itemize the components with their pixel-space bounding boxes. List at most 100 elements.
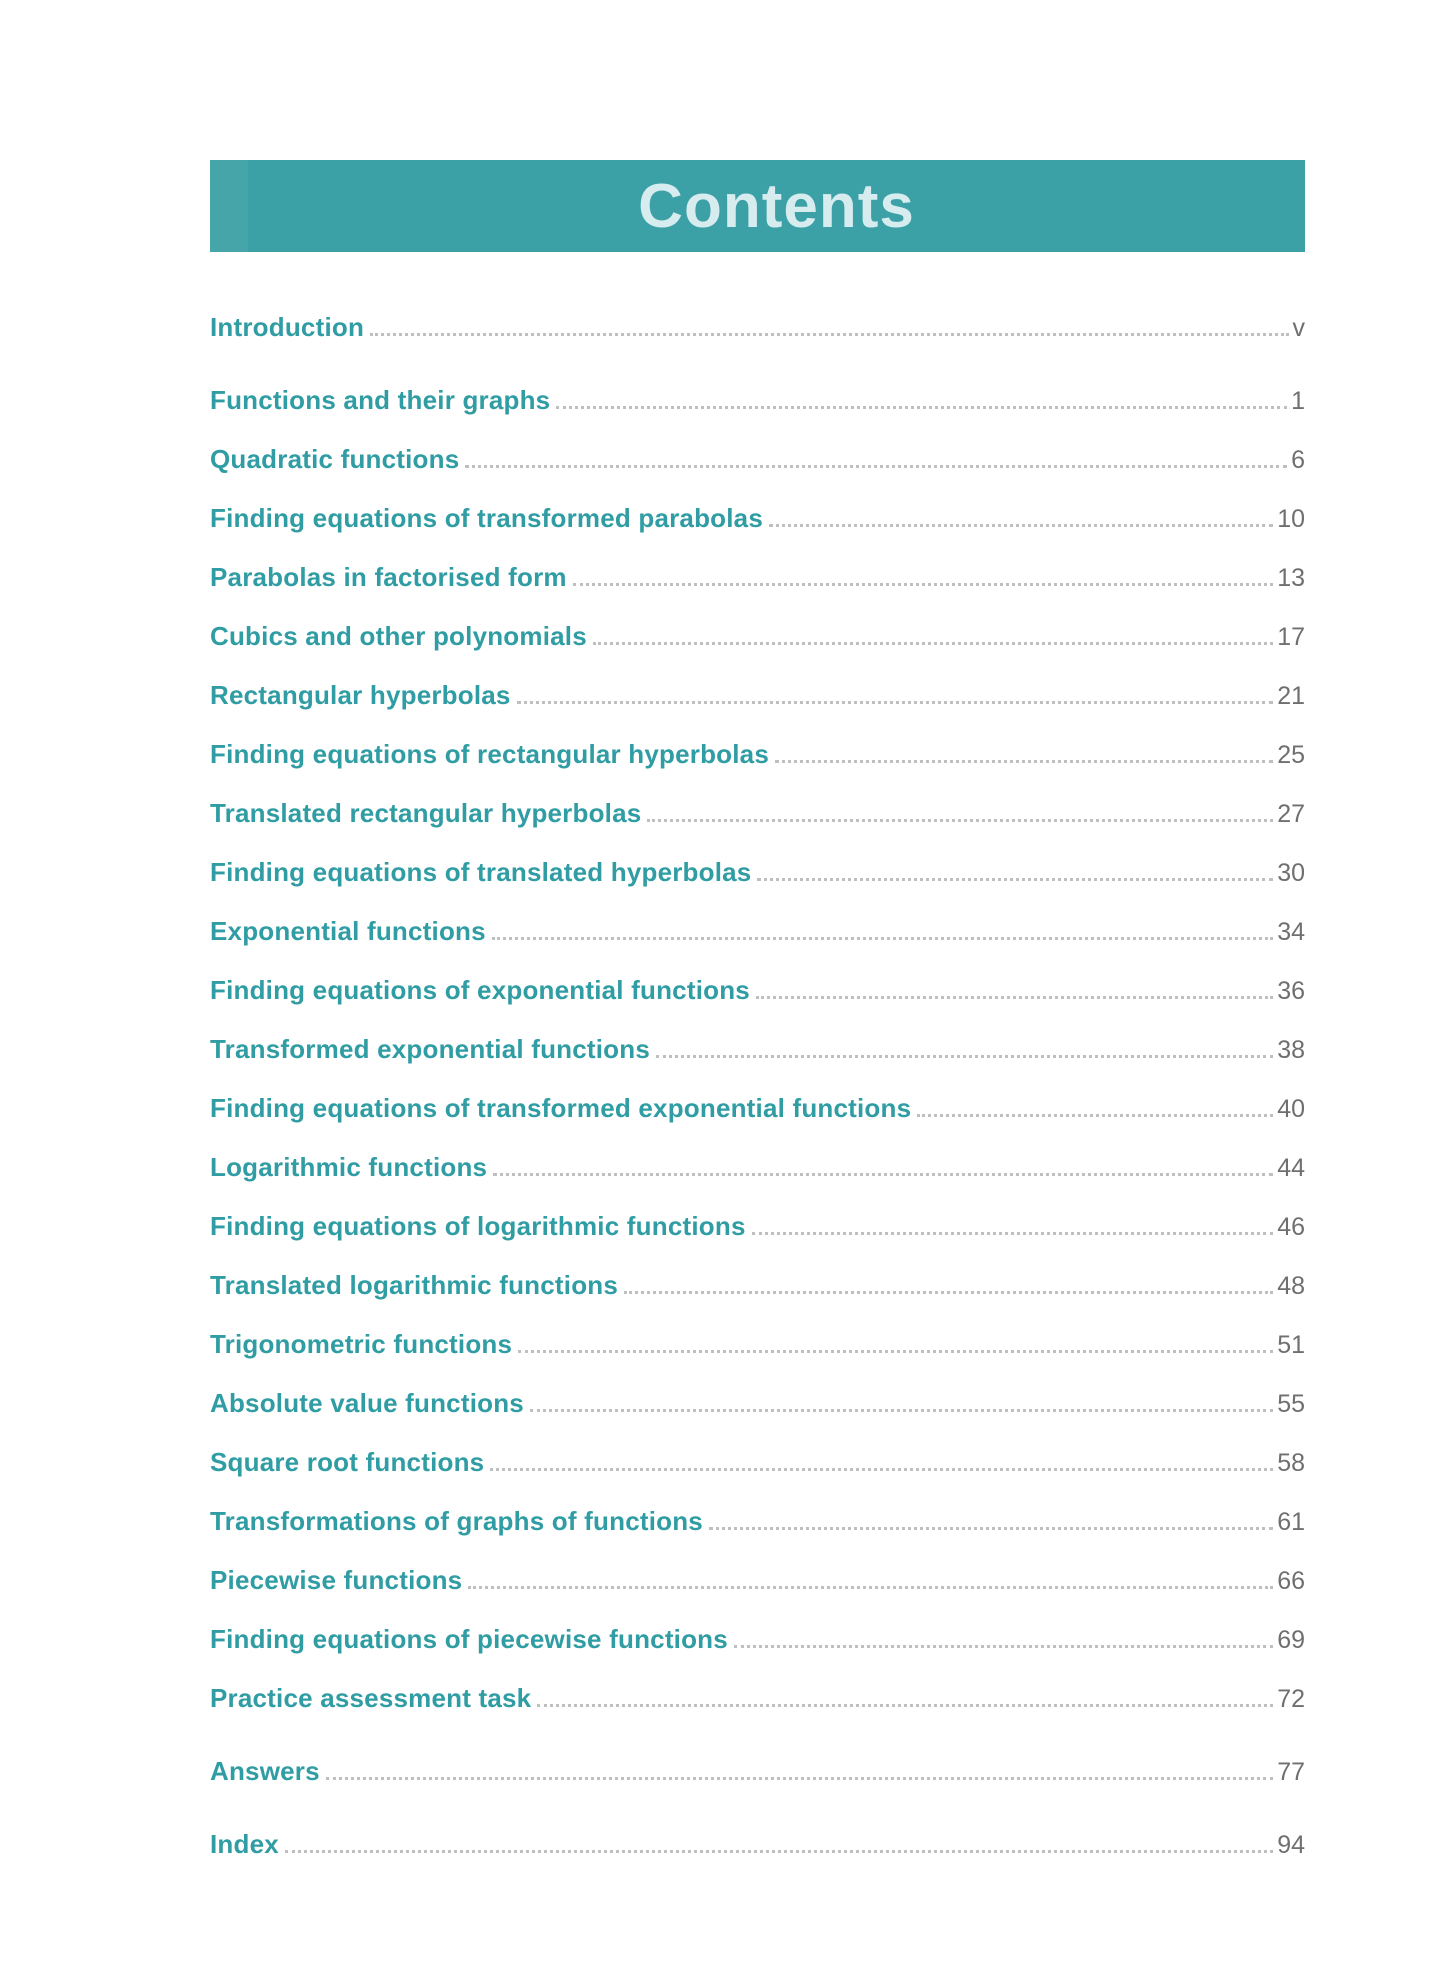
toc-section: Answers 77 xyxy=(210,1758,1305,1785)
title-accent-strip xyxy=(210,160,248,252)
toc-leader xyxy=(752,1232,1274,1235)
toc-entry-page: 30 xyxy=(1277,861,1305,886)
toc-leader xyxy=(517,701,1274,704)
toc-entry-page: 10 xyxy=(1277,507,1305,532)
toc-entry-label: Parabolas in factorised form xyxy=(210,564,567,590)
toc-entry-page: v xyxy=(1293,316,1306,341)
toc-entry-exponential-functions[interactable]: Exponential functions 34 xyxy=(210,918,1305,945)
toc-entry-equations-logarithmic[interactable]: Finding equations of logarithmic functio… xyxy=(210,1213,1305,1240)
toc-entry-equations-transformed-exponential[interactable]: Finding equations of transformed exponen… xyxy=(210,1095,1305,1122)
toc-entry-label: Index xyxy=(210,1831,279,1857)
toc-entry-translated-logarithmic[interactable]: Translated logarithmic functions 48 xyxy=(210,1272,1305,1299)
title-main-bar: Contents xyxy=(248,160,1305,252)
toc-entry-page: 46 xyxy=(1277,1215,1305,1240)
toc-entry-label: Piecewise functions xyxy=(210,1567,462,1593)
toc-entry-page: 51 xyxy=(1277,1333,1305,1358)
toc-entry-rectangular-hyperbolas[interactable]: Rectangular hyperbolas 21 xyxy=(210,682,1305,709)
toc-entry-label: Answers xyxy=(210,1758,320,1784)
toc-section: Introductionv xyxy=(210,314,1305,341)
toc-entry-label: Trigonometric functions xyxy=(210,1331,512,1357)
toc-entry-transformations-graphs[interactable]: Transformations of graphs of functions 61 xyxy=(210,1508,1305,1535)
toc-leader xyxy=(285,1850,1273,1853)
toc-entry-introduction[interactable]: Introductionv xyxy=(210,314,1305,341)
toc-leader xyxy=(757,878,1273,881)
toc-entry-label: Square root functions xyxy=(210,1449,484,1475)
toc-entry-page: 13 xyxy=(1277,566,1305,591)
toc-entry-label: Exponential functions xyxy=(210,918,486,944)
toc-entry-equations-translated-hyperbolas[interactable]: Finding equations of translated hyperbol… xyxy=(210,859,1305,886)
toc-entry-label: Rectangular hyperbolas xyxy=(210,682,511,708)
toc-entry-page: 44 xyxy=(1277,1156,1305,1181)
toc-leader xyxy=(624,1291,1273,1294)
toc-entry-page: 17 xyxy=(1277,625,1305,650)
toc-entry-practice-assessment[interactable]: Practice assessment task72 xyxy=(210,1685,1305,1712)
toc-leader xyxy=(756,996,1273,999)
toc-entry-translated-rect-hyperbolas[interactable]: Translated rectangular hyperbolas27 xyxy=(210,800,1305,827)
toc-entry-page: 66 xyxy=(1277,1569,1305,1594)
toc-entry-functions-graphs[interactable]: Functions and their graphs1 xyxy=(210,387,1305,414)
toc-entry-cubics-polynomials[interactable]: Cubics and other polynomials 17 xyxy=(210,623,1305,650)
page-container: Contents Introductionv Functions and thei… xyxy=(0,0,1445,1858)
toc-entry-page: 25 xyxy=(1277,743,1305,768)
toc-entry-label: Absolute value functions xyxy=(210,1390,524,1416)
toc-leader xyxy=(465,465,1287,468)
toc-entry-label: Logarithmic functions xyxy=(210,1154,487,1180)
toc-leader xyxy=(734,1645,1273,1648)
toc-leader xyxy=(518,1350,1273,1353)
toc-entry-page: 34 xyxy=(1277,920,1305,945)
toc-entry-logarithmic-functions[interactable]: Logarithmic functions 44 xyxy=(210,1154,1305,1181)
toc-entry-piecewise-functions[interactable]: Piecewise functions 66 xyxy=(210,1567,1305,1594)
toc-leader xyxy=(530,1409,1273,1412)
toc-entry-transformed-parabolas[interactable]: Finding equations of transformed parabol… xyxy=(210,505,1305,532)
toc-entry-parabolas-factorised[interactable]: Parabolas in factorised form 13 xyxy=(210,564,1305,591)
toc-leader xyxy=(326,1777,1273,1780)
toc-leader xyxy=(492,937,1273,940)
toc-entry-label: Cubics and other polynomials xyxy=(210,623,587,649)
toc-leader xyxy=(468,1586,1273,1589)
toc-entry-label: Finding equations of rectangular hyperbo… xyxy=(210,741,769,767)
toc-leader xyxy=(656,1055,1273,1058)
toc-entry-label: Finding equations of transformed parabol… xyxy=(210,505,763,531)
toc-entry-page: 77 xyxy=(1277,1760,1305,1785)
toc-leader xyxy=(556,406,1287,409)
toc-leader xyxy=(709,1527,1273,1530)
toc-entry-answers[interactable]: Answers 77 xyxy=(210,1758,1305,1785)
toc-entry-quadratic-functions[interactable]: Quadratic functions6 xyxy=(210,446,1305,473)
toc-entry-label: Functions and their graphs xyxy=(210,387,550,413)
page-title: Contents xyxy=(638,171,915,242)
toc-entry-equations-rect-hyperbolas[interactable]: Finding equations of rectangular hyperbo… xyxy=(210,741,1305,768)
toc-entry-page: 48 xyxy=(1277,1274,1305,1299)
toc-root: IntroductionvFunctions and their graphs1… xyxy=(210,314,1305,1858)
toc-leader xyxy=(647,819,1273,822)
toc-entry-page: 69 xyxy=(1277,1628,1305,1653)
toc-entry-equations-piecewise[interactable]: Finding equations of piecewise functions… xyxy=(210,1626,1305,1653)
toc-entry-equations-exponential[interactable]: Finding equations of exponential functio… xyxy=(210,977,1305,1004)
toc-entry-page: 94 xyxy=(1277,1833,1305,1858)
toc-entry-trigonometric-functions[interactable]: Trigonometric functions 51 xyxy=(210,1331,1305,1358)
toc-leader xyxy=(573,583,1273,586)
toc-leader xyxy=(917,1114,1273,1117)
toc-entry-label: Transformations of graphs of functions xyxy=(210,1508,703,1534)
toc-entry-label: Transformed exponential functions xyxy=(210,1036,650,1062)
toc-entry-label: Finding equations of logarithmic functio… xyxy=(210,1213,746,1239)
toc-entry-label: Finding equations of transformed exponen… xyxy=(210,1095,911,1121)
toc-entry-page: 6 xyxy=(1291,448,1305,473)
toc-entry-square-root[interactable]: Square root functions 58 xyxy=(210,1449,1305,1476)
toc-leader xyxy=(593,642,1273,645)
toc-entry-page: 58 xyxy=(1277,1451,1305,1476)
toc-entry-page: 21 xyxy=(1277,684,1305,709)
toc-entry-absolute-value[interactable]: Absolute value functions55 xyxy=(210,1390,1305,1417)
toc-entry-page: 72 xyxy=(1277,1687,1305,1712)
toc-section: Index 94 xyxy=(210,1831,1305,1858)
toc-entry-transformed-exponential[interactable]: Transformed exponential functions38 xyxy=(210,1036,1305,1063)
toc-leader xyxy=(769,524,1273,527)
toc-entry-page: 36 xyxy=(1277,979,1305,1004)
toc-entry-index[interactable]: Index 94 xyxy=(210,1831,1305,1858)
toc-entry-label: Finding equations of translated hyperbol… xyxy=(210,859,751,885)
toc-leader xyxy=(493,1173,1273,1176)
toc-entry-page: 40 xyxy=(1277,1097,1305,1122)
toc-entry-label: Translated logarithmic functions xyxy=(210,1272,618,1298)
toc-leader xyxy=(370,333,1288,336)
toc-entry-page: 27 xyxy=(1277,802,1305,827)
toc-entry-page: 61 xyxy=(1277,1510,1305,1535)
